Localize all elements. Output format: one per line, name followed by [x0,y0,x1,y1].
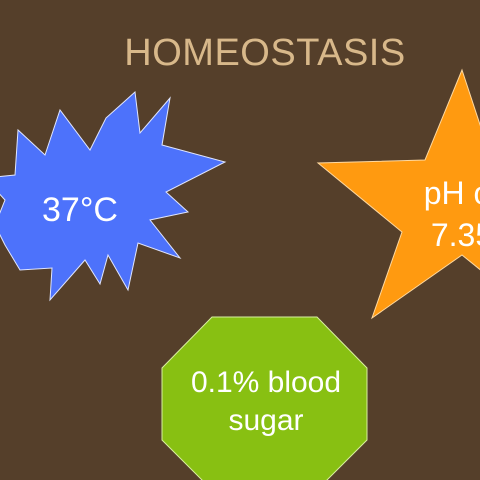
temperature-burst-shape [0,90,227,302]
ph-label-line1: pH of [423,175,480,211]
ph-label: pH of 7.35 [392,173,480,256]
slide-title: HOMEOSTASIS [124,32,406,74]
blood-sugar-label: 0.1% blood sugar [168,364,364,439]
blood-sugar-octagon-shape [161,316,368,480]
temperature-label: 37°C [42,191,118,229]
blood-sugar-label-line2: sugar [228,403,304,437]
ph-label-line2: 7.35 [430,216,480,253]
blood-sugar-label-line1: 0.1% blood [190,366,342,399]
ph-star-shape [316,68,480,320]
